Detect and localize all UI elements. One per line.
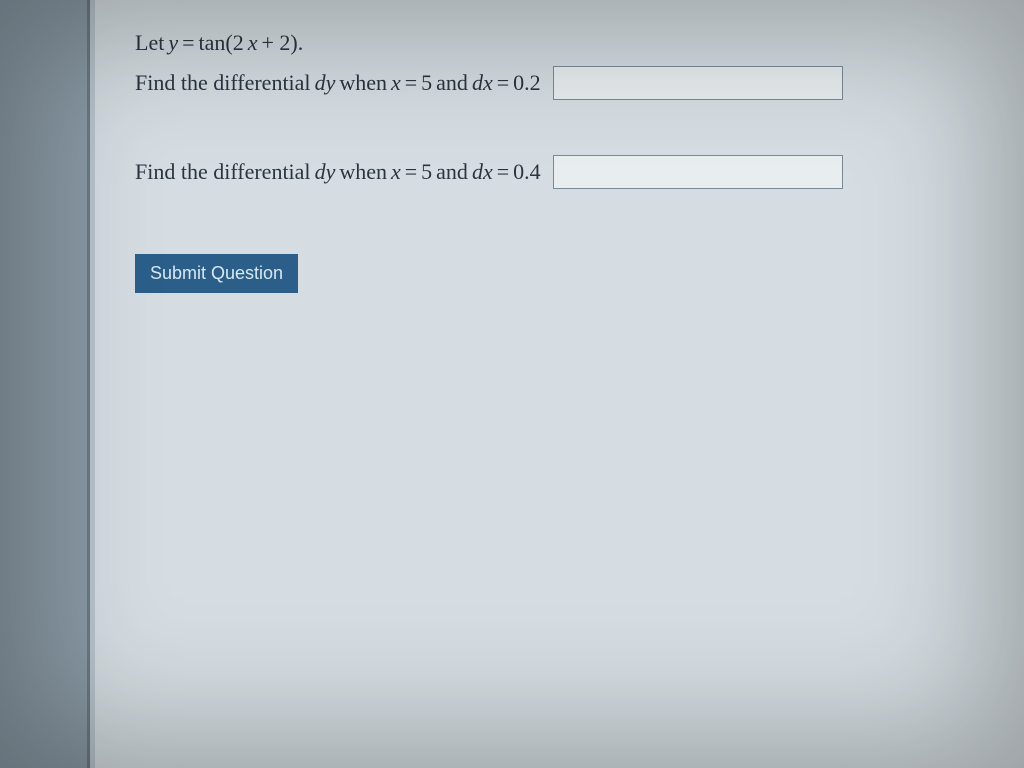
- text-let: Let: [135, 30, 164, 56]
- prompt1-dy: dy: [315, 70, 336, 96]
- prompt2-mid2: and: [436, 159, 468, 185]
- prompt1-xval: 5: [421, 70, 432, 96]
- prompt1-eq2: =: [497, 70, 509, 96]
- prompt1-eq1: =: [405, 70, 417, 96]
- prompt-line-2: Find the differential dy when x = 5 and …: [135, 155, 984, 189]
- answer-input-2[interactable]: [553, 155, 843, 189]
- sidebar-edge: [0, 0, 90, 768]
- prompt1-prefix: Find the differential: [135, 70, 311, 96]
- prompt1-x: x: [391, 70, 401, 96]
- answer-input-1[interactable]: [553, 66, 843, 100]
- var-y: y: [168, 30, 178, 56]
- prompt2-dy: dy: [315, 159, 336, 185]
- question-panel: Let y = tan(2x + 2). Find the differenti…: [95, 0, 1024, 768]
- prompt-line-1: Find the differential dy when x = 5 and …: [135, 66, 984, 100]
- prompt2-eq1: =: [405, 159, 417, 185]
- prompt2-xval: 5: [421, 159, 432, 185]
- prompt2-prefix: Find the differential: [135, 159, 311, 185]
- prompt1-mid1: when: [339, 70, 387, 96]
- text-tan: tan(2: [199, 30, 244, 56]
- prompt2-dx: dx: [472, 159, 493, 185]
- prompt2-mid1: when: [339, 159, 387, 185]
- equation-line: Let y = tan(2x + 2).: [135, 30, 984, 56]
- text-eq: =: [182, 30, 194, 56]
- text-plus2: + 2).: [261, 30, 303, 56]
- prompt2-dxval: 0.4: [513, 159, 541, 185]
- var-x: x: [248, 30, 258, 56]
- prompt1-mid2: and: [436, 70, 468, 96]
- prompt2-eq2: =: [497, 159, 509, 185]
- submit-button[interactable]: Submit Question: [135, 254, 298, 293]
- prompt2-x: x: [391, 159, 401, 185]
- prompt1-dxval: 0.2: [513, 70, 541, 96]
- prompt1-dx: dx: [472, 70, 493, 96]
